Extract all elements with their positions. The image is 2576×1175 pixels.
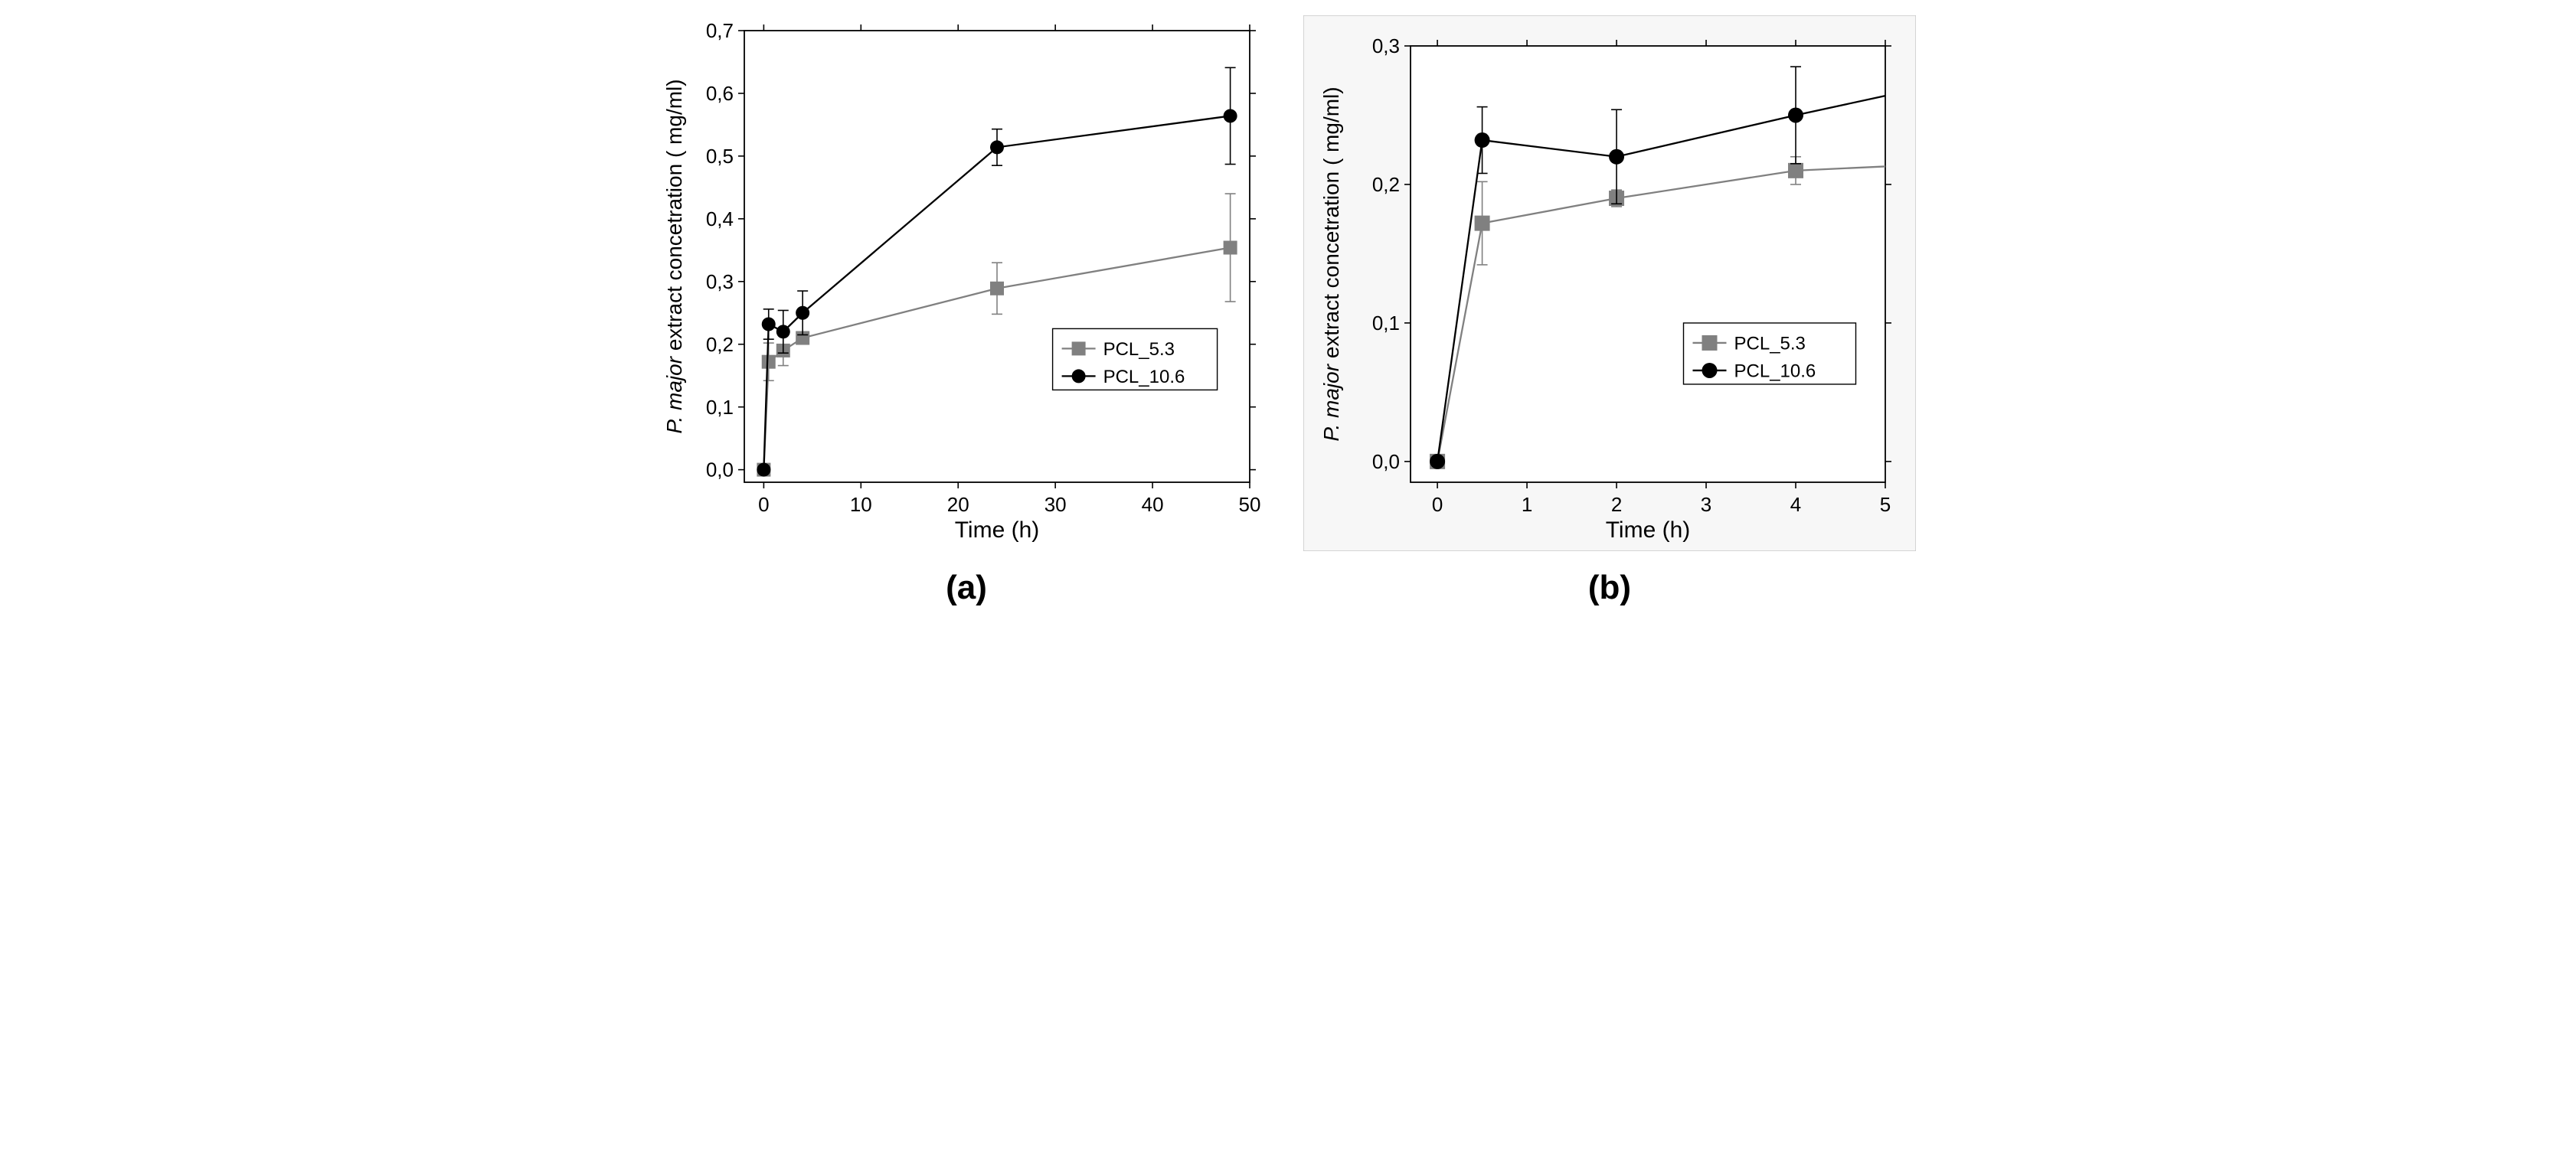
- svg-text:P. major extract concetration: P. major extract concetration ( mg/ml): [1319, 86, 1343, 441]
- svg-text:3: 3: [1701, 493, 1711, 516]
- panel-b-label: (b): [1588, 569, 1631, 607]
- svg-text:5: 5: [1880, 493, 1891, 516]
- svg-text:Time (h): Time (h): [1606, 517, 1691, 543]
- chart-a: 0 10 20 30 40 50 0,0 0,1 0,2 0,3 0,4 0,5 0,6 0,7 Time …: [660, 15, 1273, 555]
- panel-b: 0 1 2 3 4 5 0,0 0,1 0,2 0,3 Time (h) P. major extra…: [1303, 15, 1916, 607]
- svg-text:P. major extract concetration: P. major extract concetration ( mg/ml): [662, 79, 686, 433]
- svg-text:0,3: 0,3: [706, 270, 734, 293]
- svg-text:0,0: 0,0: [706, 459, 734, 481]
- svg-text:0,0: 0,0: [1372, 450, 1400, 473]
- svg-text:PCL_5.3: PCL_5.3: [1103, 339, 1175, 360]
- svg-text:20: 20: [947, 493, 969, 516]
- svg-text:0,4: 0,4: [706, 207, 734, 230]
- svg-text:0,1: 0,1: [706, 396, 734, 419]
- svg-text:4: 4: [1790, 493, 1801, 516]
- svg-text:Time (h): Time (h): [955, 517, 1040, 543]
- svg-text:10: 10: [850, 493, 872, 516]
- svg-text:0,3: 0,3: [1372, 34, 1400, 57]
- svg-text:0,5: 0,5: [706, 145, 734, 168]
- svg-text:1: 1: [1522, 493, 1532, 516]
- svg-text:50: 50: [1239, 493, 1261, 516]
- svg-text:0,6: 0,6: [706, 82, 734, 105]
- svg-text:0,7: 0,7: [706, 19, 734, 42]
- svg-text:0: 0: [758, 493, 769, 516]
- svg-text:0,1: 0,1: [1372, 312, 1400, 335]
- svg-text:40: 40: [1142, 493, 1164, 516]
- svg-text:PCL_5.3: PCL_5.3: [1734, 333, 1806, 354]
- svg-text:0: 0: [1432, 493, 1443, 516]
- svg-text:0,2: 0,2: [1372, 173, 1400, 196]
- chart-b: 0 1 2 3 4 5 0,0 0,1 0,2 0,3 Time (h) P. major extra…: [1303, 15, 1916, 555]
- panel-a-label: (a): [946, 569, 987, 607]
- svg-text:PCL_10.6: PCL_10.6: [1103, 367, 1185, 387]
- svg-text:30: 30: [1044, 493, 1067, 516]
- svg-text:0,2: 0,2: [706, 333, 734, 356]
- panel-a: 0 10 20 30 40 50 0,0 0,1 0,2 0,3 0,4 0,5 0,6 0,7 Time …: [660, 15, 1273, 607]
- svg-text:PCL_10.6: PCL_10.6: [1734, 361, 1816, 381]
- figure-row: 010203040500,00,10,20,30,40,50,60,7Time …: [15, 15, 2561, 607]
- svg-text:2: 2: [1611, 493, 1622, 516]
